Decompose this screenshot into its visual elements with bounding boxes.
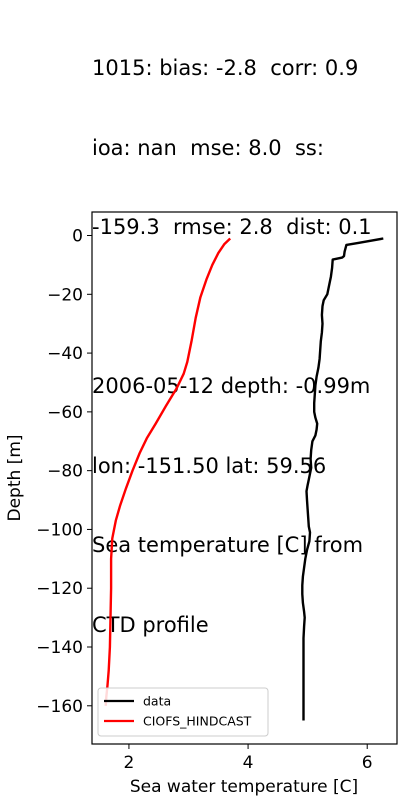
y-tick-label: −140	[36, 638, 83, 658]
y-tick-label: −80	[47, 462, 83, 482]
series-layer	[104, 237, 384, 721]
y-tick-label: −100	[36, 520, 83, 540]
y-tick-label: −20	[47, 285, 83, 305]
x-tick-label: 6	[362, 753, 373, 773]
y-tick-label: −60	[47, 403, 83, 423]
title-line: 2006-05-12 depth: -0.99m	[92, 374, 371, 398]
y-axis: 0 −20 −40 −60 −80 −100 −120 −140 −160	[36, 227, 92, 717]
chart-title: 1015: bias: -2.8 corr: 0.9 ioa: nan mse:…	[92, 2, 398, 665]
x-tick-label: 2	[124, 753, 135, 773]
title-line: 1015: bias: -2.8 corr: 0.9	[92, 56, 359, 80]
title-line: Sea temperature [C] from	[92, 533, 364, 557]
x-tick-label: 4	[243, 753, 254, 773]
title-line: CTD profile	[92, 612, 209, 637]
y-tick-label: −120	[36, 579, 83, 599]
series-line-data	[301, 237, 384, 721]
y-tick-label: −40	[47, 344, 83, 364]
title-line: lon: -151.50 lat: 59.56	[92, 453, 327, 478]
y-axis-label: Depth [m]	[5, 434, 25, 521]
legend-box	[97, 687, 269, 737]
x-axis-label: Sea water temperature [C]	[130, 777, 358, 797]
legend-label-data: data	[143, 694, 171, 709]
y-tick-label: −160	[36, 697, 83, 717]
title-line: -159.3 rmse: 2.8 dist: 0.1	[92, 215, 372, 239]
y-tick-label: 0	[72, 227, 83, 247]
legend: data CIOFS_HINDCAST	[97, 687, 269, 737]
title-line: ioa: nan mse: 8.0 ss:	[92, 135, 324, 160]
x-axis: 2 4 6	[124, 744, 373, 773]
plot-frame	[91, 211, 398, 745]
legend-label-model: CIOFS_HINDCAST	[143, 714, 252, 729]
series-line-ciofs-hindcast	[104, 237, 232, 706]
